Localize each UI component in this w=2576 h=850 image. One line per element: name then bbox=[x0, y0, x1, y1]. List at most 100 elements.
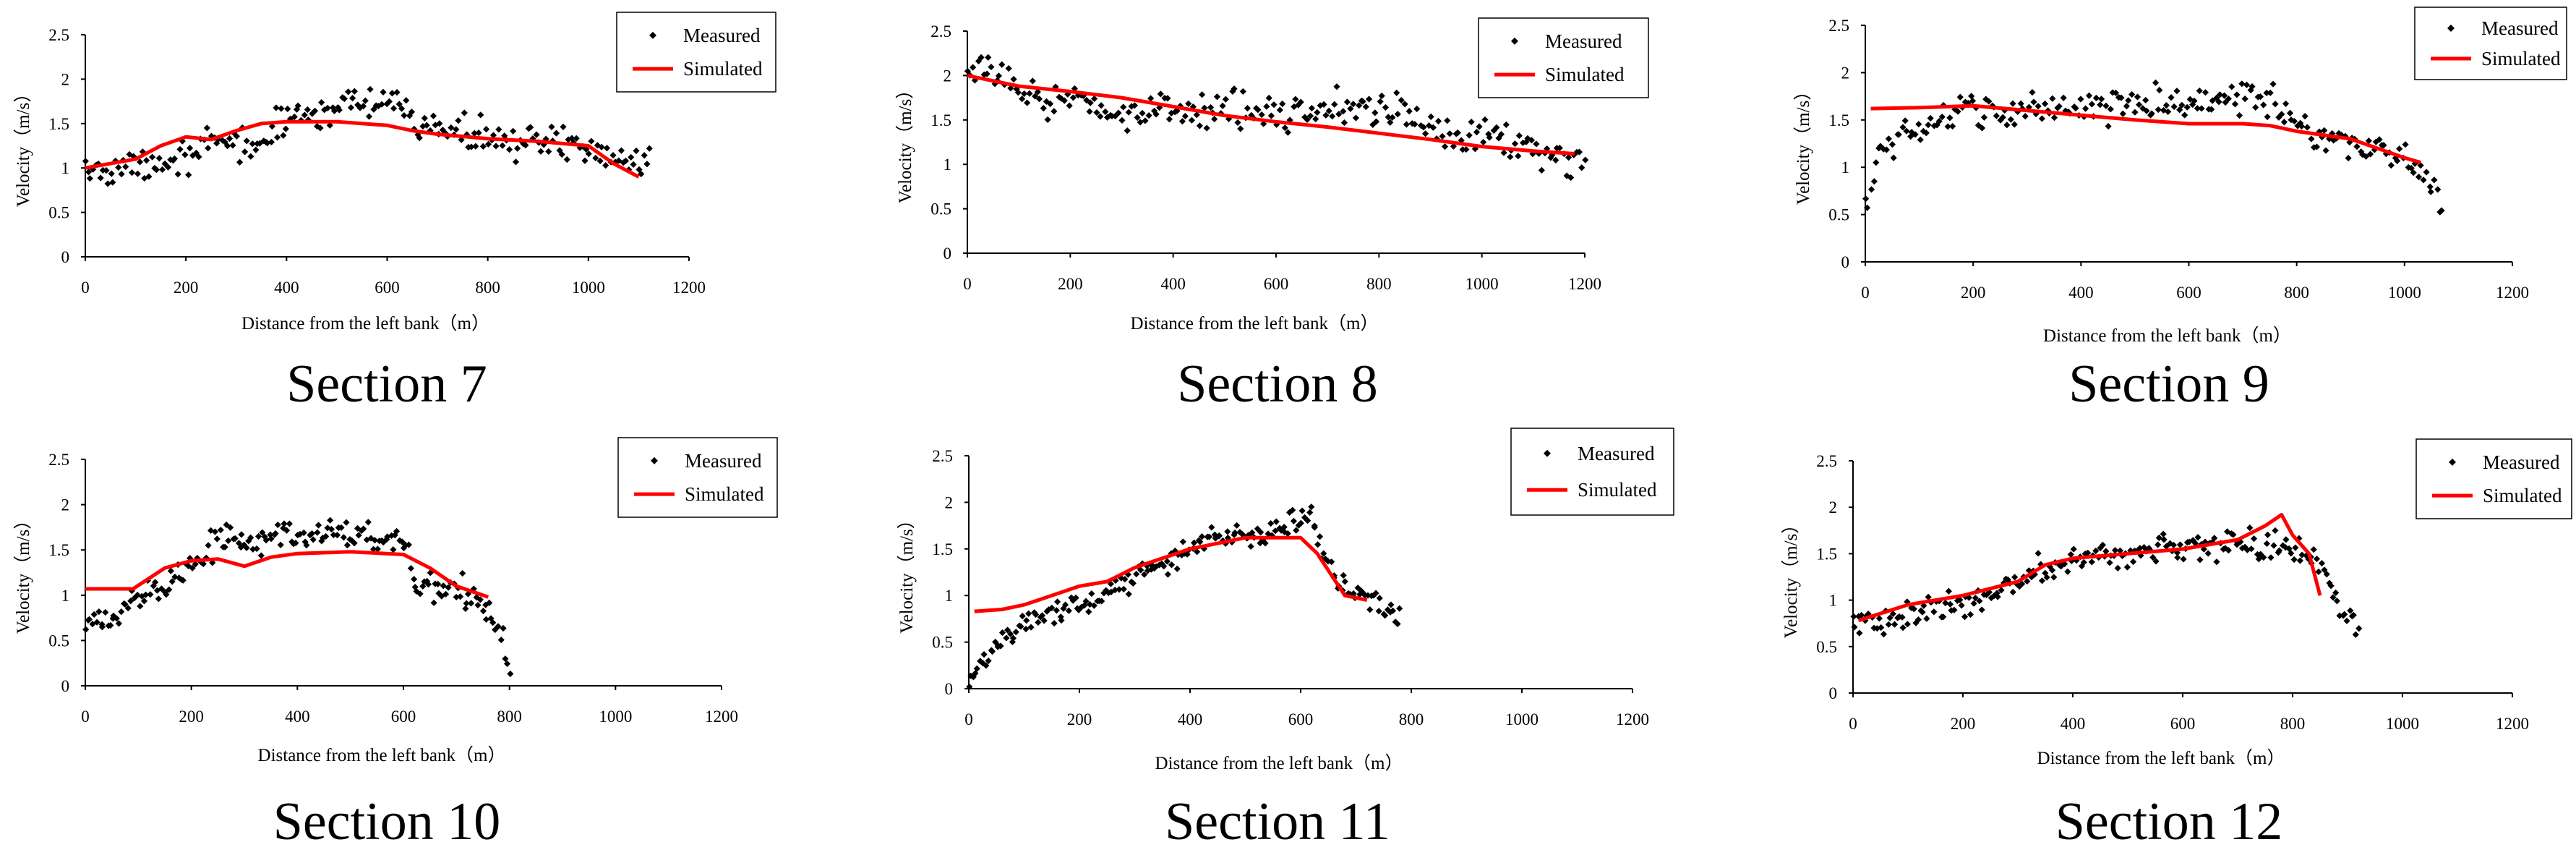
measured-point bbox=[1940, 613, 1947, 621]
measured-point bbox=[124, 605, 132, 612]
measured-point bbox=[294, 102, 301, 109]
measured-point bbox=[1387, 119, 1394, 126]
measured-point bbox=[2420, 177, 2427, 184]
measured-point bbox=[500, 624, 507, 632]
measured-point bbox=[1976, 598, 1983, 605]
measured-point bbox=[1215, 532, 1223, 540]
measured-point bbox=[155, 595, 162, 603]
measured-point bbox=[1278, 527, 1285, 534]
measured-point bbox=[2080, 558, 2087, 566]
measured-point bbox=[324, 104, 331, 112]
measured-point bbox=[2078, 562, 2086, 570]
chart-panel-6: 0 0.5 1 1.5 2 2.5 0 200 400 600 800 1000 1200 Distanc… bbox=[1781, 438, 2572, 850]
measured-point bbox=[185, 171, 192, 179]
measured-point bbox=[1919, 608, 1926, 616]
measured-point bbox=[983, 662, 990, 669]
measured-point bbox=[1248, 111, 1255, 119]
measured-point bbox=[421, 114, 428, 122]
measured-point bbox=[1069, 94, 1077, 101]
measured-point bbox=[2231, 101, 2239, 108]
measured-point bbox=[1417, 122, 1424, 129]
measured-point bbox=[85, 616, 93, 623]
y-axis-title: Velocity（m/s） bbox=[1793, 82, 1813, 205]
measured-point bbox=[1262, 540, 1269, 547]
measured-point bbox=[1347, 105, 1354, 112]
measured-point bbox=[1065, 607, 1072, 614]
measured-point bbox=[280, 524, 287, 532]
measured-point bbox=[977, 54, 985, 61]
measured-point bbox=[1970, 600, 1977, 607]
measured-point bbox=[2238, 80, 2246, 88]
measured-point bbox=[2318, 559, 2326, 567]
measured-point bbox=[1899, 124, 1907, 131]
legend: Measured Simulated bbox=[616, 12, 776, 93]
measured-point bbox=[1325, 558, 1332, 565]
y-tick-label: 0 bbox=[61, 248, 70, 266]
x-tick-label: 1200 bbox=[2496, 284, 2529, 302]
measured-point bbox=[1528, 137, 1536, 144]
measured-point bbox=[1023, 617, 1030, 624]
measured-point bbox=[229, 142, 236, 149]
measured-point bbox=[985, 54, 992, 61]
measured-point bbox=[2323, 571, 2330, 578]
measured-point bbox=[247, 534, 254, 541]
measured-point bbox=[209, 559, 216, 566]
measured-point bbox=[2380, 142, 2387, 149]
measured-point bbox=[2070, 545, 2077, 553]
measured-point bbox=[1050, 108, 1058, 115]
measured-point bbox=[1139, 109, 1146, 117]
measured-points bbox=[966, 503, 1403, 691]
measured-point bbox=[2041, 100, 2049, 108]
x-tick-label: 0 bbox=[1861, 284, 1870, 302]
measured-point bbox=[1920, 602, 1927, 609]
measured-point bbox=[340, 534, 347, 541]
measured-point bbox=[489, 619, 497, 626]
measured-point bbox=[1340, 571, 1347, 579]
measured-point bbox=[2180, 556, 2187, 563]
measured-point bbox=[512, 158, 520, 166]
measured-point bbox=[1044, 116, 1051, 124]
measured-point bbox=[1967, 611, 1974, 619]
measured-point bbox=[164, 163, 172, 171]
measured-point bbox=[2362, 153, 2370, 160]
legend-simulated-label: Simulated bbox=[2483, 485, 2562, 506]
x-tick-label: 200 bbox=[179, 707, 204, 726]
measured-point bbox=[2119, 110, 2126, 117]
measured-point bbox=[1567, 174, 1575, 182]
measured-point bbox=[568, 135, 575, 142]
measured-point bbox=[1199, 91, 1206, 98]
measured-point bbox=[1538, 166, 1545, 174]
measured-point bbox=[588, 137, 595, 145]
measured-point bbox=[1972, 595, 1979, 602]
measured-point bbox=[1468, 118, 1475, 126]
measured-point bbox=[1265, 94, 1272, 102]
measured-point bbox=[118, 608, 125, 616]
measured-point bbox=[268, 535, 275, 543]
measured-point bbox=[1304, 116, 1311, 124]
measured-point bbox=[1314, 541, 1322, 548]
measured-point bbox=[90, 611, 98, 618]
measured-point bbox=[2365, 137, 2373, 145]
measured-point bbox=[510, 127, 517, 135]
measured-point bbox=[367, 535, 375, 542]
measured-point bbox=[445, 584, 452, 591]
measured-point bbox=[205, 145, 212, 152]
x-axis-title: Distance from the left bank（m） bbox=[1155, 753, 1403, 773]
legend-simulated-label: Simulated bbox=[2481, 48, 2561, 69]
measured-point bbox=[1306, 509, 1314, 516]
measured-point bbox=[1267, 112, 1275, 119]
measured-point bbox=[1575, 148, 1583, 156]
y-tick-label: 0 bbox=[945, 680, 954, 698]
measured-point bbox=[1870, 178, 1878, 185]
measured-point bbox=[1137, 119, 1144, 126]
measured-point bbox=[2292, 544, 2299, 551]
measured-point bbox=[288, 538, 296, 545]
measured-point bbox=[2003, 122, 2011, 129]
measured-point bbox=[1219, 102, 1226, 109]
measured-point bbox=[479, 143, 487, 150]
measured-point bbox=[1356, 102, 1363, 109]
measured-point bbox=[1340, 108, 1347, 115]
measured-point bbox=[109, 179, 116, 186]
measured-point bbox=[333, 532, 341, 539]
measured-point bbox=[2128, 90, 2136, 98]
